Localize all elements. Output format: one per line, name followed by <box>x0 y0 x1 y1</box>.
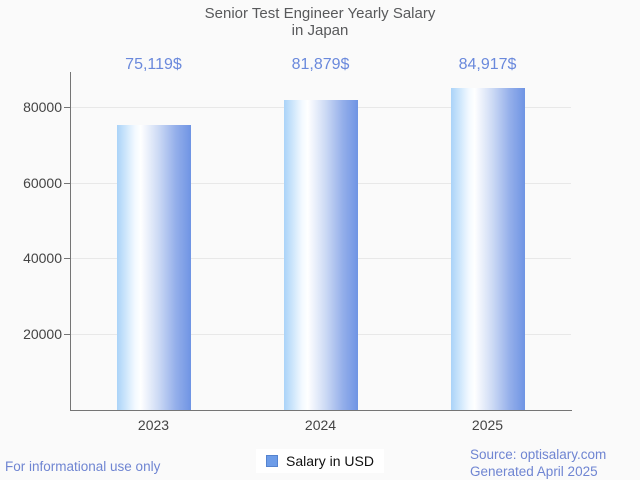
legend-label: Salary in USD <box>286 453 374 469</box>
y-axis-tick <box>64 258 70 260</box>
source-block: Source: optisalary.com Generated April 2… <box>470 446 606 480</box>
y-axis-line <box>70 72 71 410</box>
bar-value-label: 75,119$ <box>125 56 182 73</box>
y-axis-tick-label: 60000 <box>23 174 62 191</box>
y-axis-tick <box>64 106 70 108</box>
y-axis-tick-label: 40000 <box>23 250 62 267</box>
chart-title: Senior Test Engineer Yearly Salary in Ja… <box>0 5 640 39</box>
bar-2023 <box>116 125 191 410</box>
x-axis-label: 2024 <box>304 417 337 433</box>
y-axis-tick <box>64 334 70 336</box>
legend-entry: Salary in USD <box>256 449 384 473</box>
source-text: Source: optisalary.com <box>470 447 607 462</box>
legend-swatch-icon <box>266 455 279 467</box>
generated-text: Generated April 2025 <box>470 464 598 479</box>
bar-2025 <box>450 88 525 410</box>
disclaimer-text: For informational use only <box>5 459 161 474</box>
y-axis-tick-label: 80000 <box>23 98 62 115</box>
chart-legend: Salary in USD <box>0 449 640 473</box>
y-axis-tick-label: 20000 <box>23 326 62 343</box>
x-axis-label: 2023 <box>137 417 170 433</box>
bar-2024 <box>283 99 358 410</box>
bar-value-label: 81,879$ <box>291 56 350 73</box>
bar-value-label: 84,917$ <box>458 56 517 73</box>
x-axis-line <box>70 410 572 411</box>
y-axis-tick <box>64 182 70 184</box>
x-axis-label: 2025 <box>471 417 504 433</box>
chart-title-line-1: Senior Test Engineer Yearly Salary <box>204 5 436 22</box>
chart-title-line-2: in Japan <box>291 22 349 39</box>
